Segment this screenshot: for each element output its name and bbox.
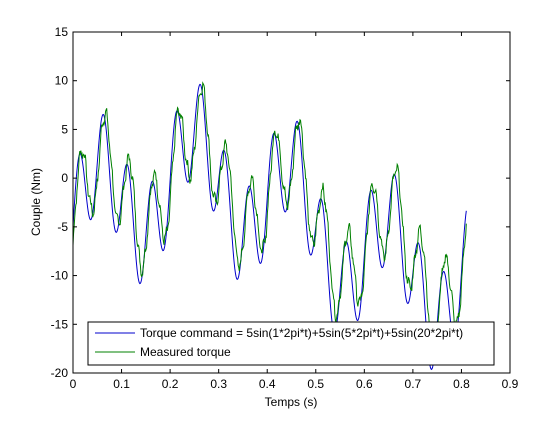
y-tick-label: 15 xyxy=(55,25,69,39)
series-line-measured xyxy=(72,81,467,358)
x-axis-ticks: 0 0.1 0.2 0.3 0.4 0.5 0.6 0.7 0.8 0.9 xyxy=(70,32,519,391)
y-tick-label: 0 xyxy=(61,171,68,185)
x-tick-label: 0.4 xyxy=(259,377,276,391)
y-axis-label: Couple (Nm) xyxy=(29,168,43,236)
legend-box xyxy=(87,321,495,366)
legend-label-measured: Measured torque xyxy=(140,345,231,359)
x-tick-label: 0 xyxy=(70,377,77,391)
x-tick-label: 0.8 xyxy=(453,377,470,391)
y-tick-label: -20 xyxy=(51,366,69,380)
plot-lines xyxy=(72,81,467,371)
y-tick-label: 5 xyxy=(61,122,68,136)
x-tick-label: 0.7 xyxy=(405,377,422,391)
axes-background xyxy=(73,32,510,373)
x-tick-label: 0.2 xyxy=(162,377,179,391)
y-tick-label: -10 xyxy=(51,269,69,283)
y-tick-label: -5 xyxy=(57,220,68,234)
axes-box xyxy=(72,31,511,374)
x-tick-label: 0.3 xyxy=(210,377,227,391)
x-tick-label: 0.1 xyxy=(113,377,130,391)
series-line-command xyxy=(72,83,467,371)
y-axis-ticks: -20 -15 -10 -5 0 5 10 15 xyxy=(51,25,510,380)
y-tick-label: -15 xyxy=(51,317,69,331)
x-tick-label: 0.5 xyxy=(307,377,324,391)
x-tick-label: 0.9 xyxy=(502,377,519,391)
x-tick-label: 0.6 xyxy=(356,377,373,391)
x-axis-label: Temps (s) xyxy=(265,395,318,409)
legend: Torque command = 5sin(1*2pi*t)+5sin(5*2p… xyxy=(87,321,495,366)
y-tick-label: 10 xyxy=(55,74,69,88)
legend-label-command: Torque command = 5sin(1*2pi*t)+5sin(5*2p… xyxy=(140,326,463,340)
